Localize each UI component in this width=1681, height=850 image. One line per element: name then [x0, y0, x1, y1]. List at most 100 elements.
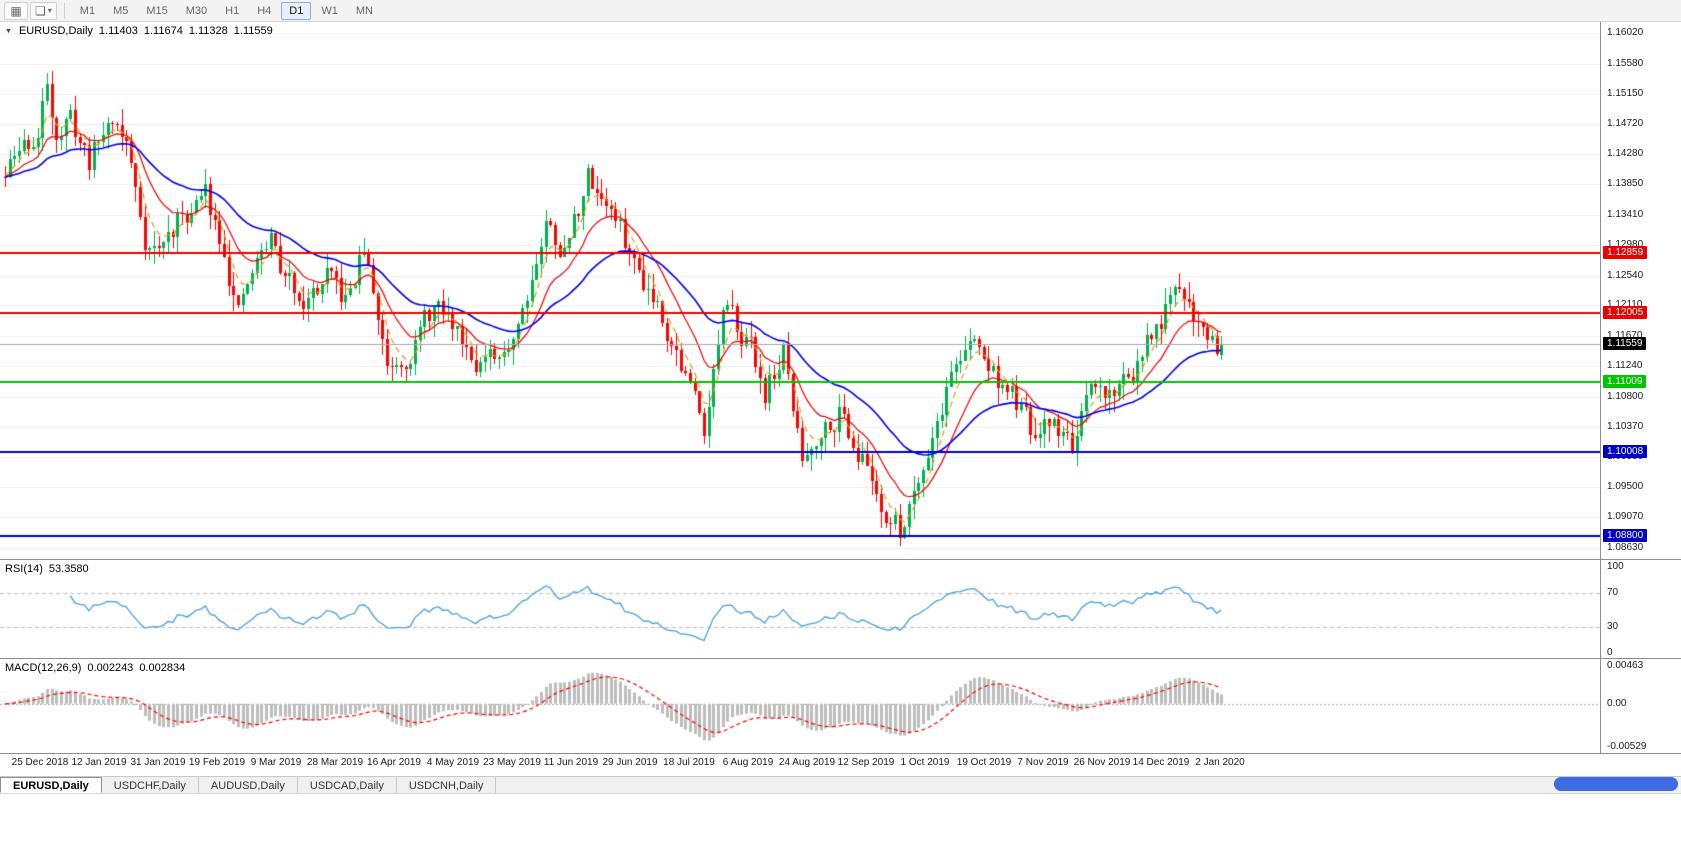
price-axis-label: 1.08630 [1607, 542, 1644, 553]
price-axis-label: 1.15150 [1607, 87, 1644, 99]
price-level-badge: 1.11009 [1603, 375, 1647, 389]
pane-resize-separator[interactable] [0, 559, 1681, 560]
time-axis-label: 16 Apr 2019 [367, 757, 421, 768]
time-axis-label: 18 Jul 2019 [663, 757, 715, 768]
macd-signal-value: 0.002834 [139, 662, 186, 674]
time-axis-separator [0, 753, 1681, 754]
price-axis-label: 1.14280 [1607, 148, 1644, 160]
macd-canvas[interactable] [0, 659, 1600, 753]
macd-axis-label: 0.00 [1607, 697, 1627, 709]
time-axis-label: 12 Sep 2019 [837, 757, 895, 768]
chart-grid-icon: ▦ [10, 3, 22, 18]
price-axis-label: 1.13410 [1607, 208, 1644, 220]
time-axis-label: 11 Jun 2019 [543, 757, 599, 768]
chart-tab-usdcnh[interactable]: USDCNH,Daily [397, 777, 497, 793]
chart-window: ▼ EURUSD,Daily 1.11403 1.11674 1.11328 1… [0, 22, 1681, 772]
pane-resize-separator[interactable] [0, 658, 1681, 659]
rsi-pane: RSI(14) 53.3580 100 70 30 0 [0, 560, 1681, 658]
time-axis-label: 9 Mar 2019 [250, 757, 302, 768]
objects-icon: ❏ [35, 3, 46, 18]
price-axis-label: 1.12980 [1607, 238, 1644, 250]
macd-header: MACD(12,26,9) 0.002243 0.002834 [5, 662, 185, 674]
macd-label: MACD(12,26,9) [5, 662, 82, 674]
collapse-triangle-icon: ▼ [5, 27, 12, 35]
time-axis-label: 4 May 2019 [426, 757, 480, 768]
close-value: 1.11559 [233, 25, 273, 37]
chart-tab-usdcad[interactable]: USDCAD,Daily [298, 777, 397, 793]
time-axis-label: 26 Nov 2019 [1073, 757, 1131, 768]
current-price-badge: 1.11559 [1603, 336, 1647, 350]
rsi-axis-label: 0 [1607, 647, 1613, 658]
time-axis-label: 19 Oct 2019 [956, 757, 1012, 768]
timeframe-button-m5[interactable]: M5 [113, 4, 129, 17]
price-axis-label: 1.10800 [1607, 390, 1644, 402]
price-axis-label: 1.12540 [1607, 269, 1644, 281]
time-axis-label: 19 Feb 2019 [188, 757, 246, 768]
timeframe-button-m30[interactable]: M30 [185, 4, 208, 17]
price-axis-label: 1.13850 [1607, 178, 1644, 190]
time-axis-label: 24 Aug 2019 [778, 757, 836, 768]
time-axis-label: 29 Jun 2019 [602, 757, 658, 768]
rsi-axis-label: 70 [1607, 586, 1619, 598]
chart-tab-usdchf[interactable]: USDCHF,Daily [102, 777, 199, 793]
macd-main-value: 0.002243 [87, 662, 134, 674]
rsi-scale[interactable]: 100 70 30 0 [1600, 560, 1681, 658]
main-chart-canvas[interactable] [0, 22, 1600, 559]
chart-tool-button[interactable]: ▦ [4, 1, 28, 20]
time-axis-label: 2 Jan 2020 [1195, 757, 1245, 768]
timeframe-button-d1[interactable]: D1 [281, 1, 312, 20]
chart-tab-audusd[interactable]: AUDUSD,Daily [199, 777, 298, 793]
timeframe-button-m15[interactable]: M15 [146, 4, 168, 17]
time-axis-label: 14 Dec 2019 [1132, 757, 1190, 768]
price-level-badge: 1.12859 [1603, 246, 1648, 260]
rsi-label: RSI(14) [5, 563, 43, 575]
price-level-badge: 1.08800 [1603, 529, 1648, 543]
rsi-header: RSI(14) 53.3580 [5, 563, 89, 575]
time-axis-label: 7 Nov 2019 [1017, 757, 1069, 768]
time-axis-label: 1 Oct 2019 [900, 757, 950, 768]
main-chart-pane: ▼ EURUSD,Daily 1.11403 1.11674 1.11328 1… [0, 22, 1681, 559]
price-axis-label: 1.11240 [1607, 360, 1643, 372]
timeframe-button-w1[interactable]: W1 [321, 4, 338, 17]
time-axis-label: 31 Jan 2019 [130, 757, 186, 768]
symbol-period-label: EURUSD,Daily [18, 25, 93, 37]
rsi-value: 53.3580 [48, 563, 89, 575]
timeframe-button-h4[interactable]: H4 [257, 4, 272, 17]
low-value: 1.11328 [188, 25, 228, 37]
time-axis-label: 25 Dec 2018 [11, 757, 69, 768]
chart-tab-eurusd[interactable]: EURUSD,Daily [0, 777, 102, 793]
rsi-canvas[interactable] [0, 560, 1600, 658]
tabbar-scrollbar-thumb[interactable] [1554, 777, 1678, 791]
price-level-badge: 1.10008 [1603, 444, 1648, 458]
price-axis-label: 1.14720 [1607, 117, 1644, 129]
timeframe-button-mn[interactable]: MN [355, 4, 373, 17]
macd-axis-label: -0.00529 [1607, 741, 1647, 752]
main-price-scale[interactable]: 1.16020 1.15580 1.15150 1.14720 1.14280 1.138… [1600, 22, 1681, 559]
chart-ohlc-header: ▼ EURUSD,Daily 1.11403 1.11674 1.11328 1… [5, 25, 273, 37]
macd-scale[interactable]: 0.00463 0.00 -0.00529 [1600, 659, 1681, 753]
time-axis-label: 23 May 2019 [483, 757, 541, 768]
price-axis-label: 1.12110 [1607, 299, 1643, 311]
open-value: 1.11403 [98, 25, 138, 37]
timeframe-button-group: M1 M5 M15 M30 H1 H4 D1 W1 MN [72, 1, 381, 20]
price-axis-label: 1.09500 [1607, 481, 1644, 493]
caret-down-icon: ▾ [47, 6, 52, 15]
price-axis-label: 1.09070 [1607, 511, 1644, 523]
macd-axis-label: 0.00463 [1607, 660, 1644, 671]
price-axis-label: 1.16020 [1607, 27, 1644, 38]
time-axis-label: 12 Jan 2019 [71, 757, 127, 768]
objects-dropdown-button[interactable]: ❏ ▾ [30, 1, 57, 20]
rsi-axis-label: 30 [1607, 621, 1619, 633]
rsi-axis-label: 100 [1607, 561, 1624, 572]
macd-pane: MACD(12,26,9) 0.002243 0.002834 0.00463 0… [0, 659, 1681, 753]
high-value: 1.11674 [143, 25, 183, 37]
time-axis-label: 28 Mar 2019 [306, 757, 364, 768]
toolbar: ▦ ❏ ▾ M1 M5 M15 M30 H1 H4 D1 W1 MN [0, 0, 1681, 22]
time-axis[interactable]: 25 Dec 2018 12 Jan 2019 31 Jan 2019 19 Feb … [0, 754, 1681, 772]
time-axis-label: 6 Aug 2019 [722, 757, 774, 768]
timeframe-button-h1[interactable]: H1 [225, 4, 240, 17]
price-axis-label: 1.10370 [1607, 420, 1644, 432]
toolbar-separator [63, 2, 65, 19]
timeframe-button-m1[interactable]: M1 [79, 4, 96, 17]
